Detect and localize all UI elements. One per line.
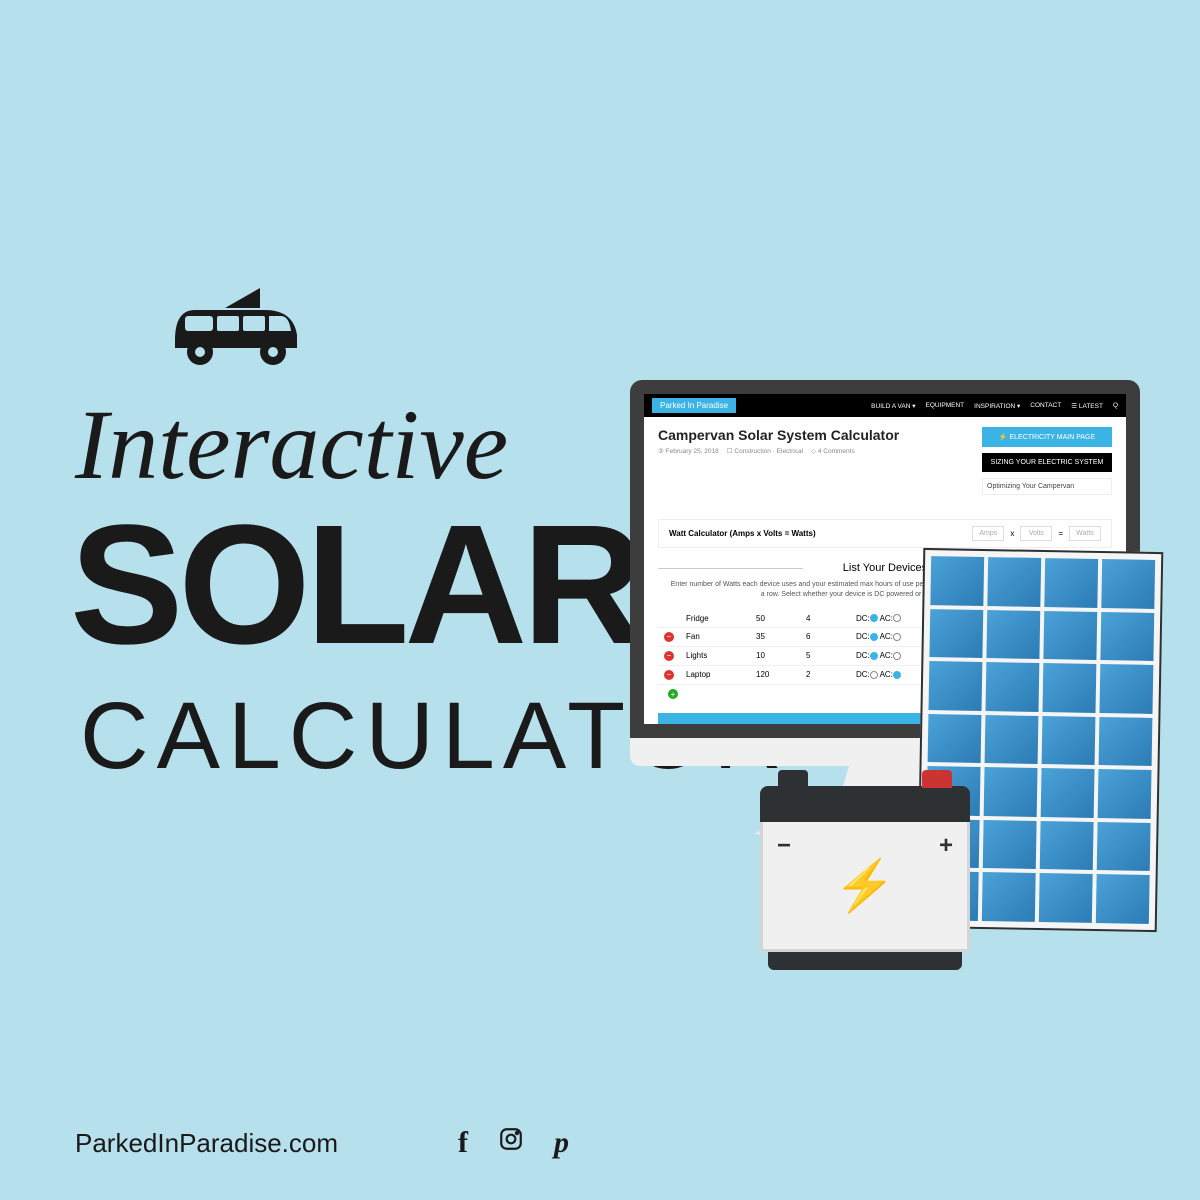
watt-calculator-row: Watt Calculator (Amps x Volts = Watts) A… [658, 519, 1112, 548]
nav-item: BUILD A VAN ▾ [871, 402, 915, 410]
remove-row-icon: − [664, 670, 674, 680]
electricity-main-button: ⚡ ELECTRICITY MAIN PAGE [982, 427, 1112, 447]
sizing-button: SIZING YOUR ELECTRIC SYSTEM [982, 453, 1112, 472]
volts-field: Volts [1020, 526, 1052, 541]
remove-row-icon: − [664, 651, 674, 661]
sidebar-text: Optimizing Your Campervan [982, 478, 1112, 495]
instagram-icon [498, 1126, 524, 1160]
van-icon [165, 280, 305, 370]
bolt-icon: ⚡ [834, 856, 896, 915]
nav-item: EQUIPMENT [926, 402, 965, 409]
nav-item: CONTACT [1030, 402, 1061, 409]
nav-item: ☰ LATEST [1071, 402, 1103, 410]
heading-block: Interactive SOLAR CALCULATOR [75, 280, 575, 791]
nav-brand: Parked In Paradise [652, 398, 736, 413]
minus-icon: − [777, 832, 791, 860]
battery-illustration: − ⚡ + [760, 770, 970, 970]
page-meta: ② February 25, 2018 ☐ Construction · Ele… [658, 447, 968, 455]
nav-search-icon: Q [1113, 402, 1118, 409]
nav-item: INSPIRATION ▾ [974, 402, 1020, 410]
plus-icon: + [939, 832, 953, 860]
footer: ParkedInParadise.com f p [75, 1126, 569, 1160]
footer-url: ParkedInParadise.com [75, 1128, 338, 1159]
facebook-icon: f [458, 1126, 468, 1160]
add-row-icon: + [668, 689, 678, 699]
title-interactive: Interactive [75, 395, 575, 495]
pinterest-icon: p [554, 1126, 569, 1160]
page-nav: Parked In Paradise BUILD A VAN ▾ EQUIPME… [644, 394, 1126, 417]
watts-field: Watts [1069, 526, 1101, 541]
remove-row-icon: − [664, 632, 674, 642]
page-title: Campervan Solar System Calculator [658, 427, 968, 443]
amps-field: Amps [972, 526, 1004, 541]
battery-terminal-pos [922, 770, 952, 788]
title-calculator: CALCULATOR [80, 682, 575, 791]
title-solar: SOLAR [70, 505, 575, 667]
battery-terminal-neg [778, 770, 808, 788]
